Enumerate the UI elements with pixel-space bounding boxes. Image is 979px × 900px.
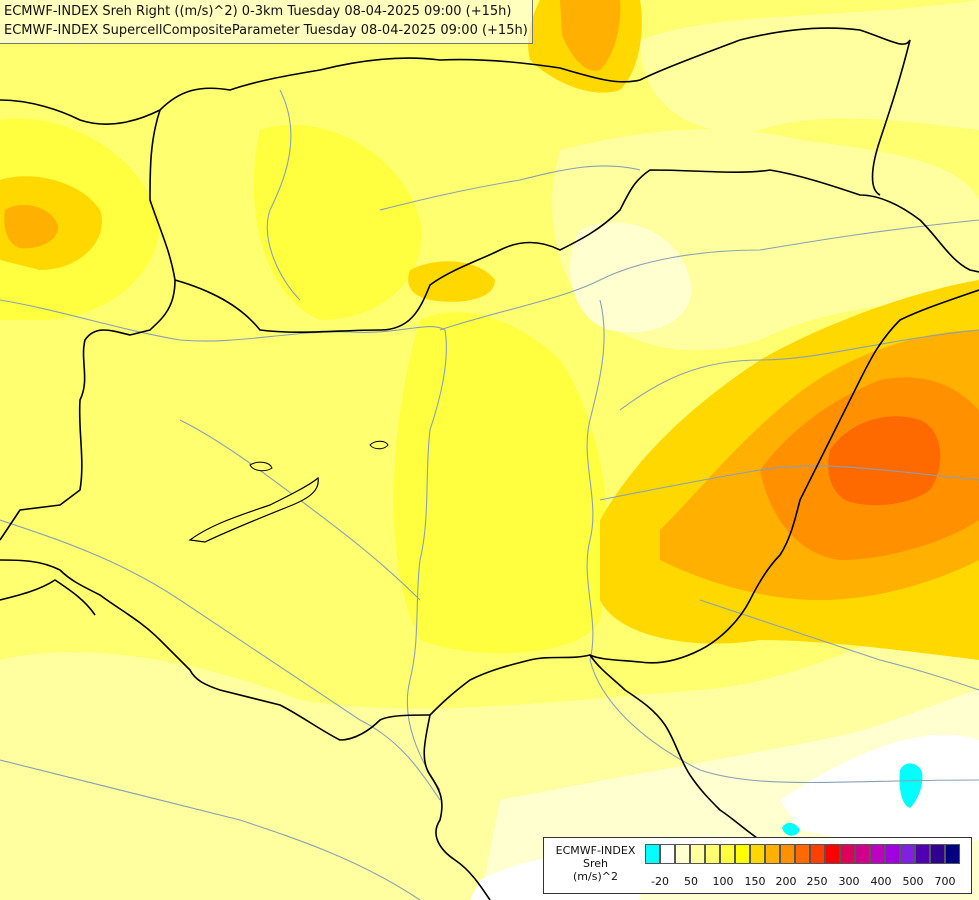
legend-swatch [750,844,765,864]
map-title-line-1: ECMWF-INDEX Sreh Right ((m/s)^2) 0-3km T… [4,4,512,19]
legend-swatch [705,844,720,864]
orange-core-north [560,0,621,71]
legend-swatch [930,844,945,864]
map-title-line-2: ECMWF-INDEX SupercellCompositeParameter … [4,23,528,38]
legend-unit: (m/s)^2 [573,870,618,883]
lake-balaton [188,476,319,543]
legend-model: ECMWF-INDEX [555,844,636,857]
legend-tick-label: 200 [775,875,797,888]
pale-area-north [640,0,979,132]
legend-swatch [900,844,915,864]
legend-swatch [945,844,960,864]
legend-title: ECMWF-INDEX Sreh (m/s)^2 [548,844,643,883]
legend-swatch [660,844,675,864]
color-legend: ECMWF-INDEX Sreh (m/s)^2 -20 50 100 150 200 2… [543,837,972,894]
legend-tick-label: 250 [806,875,828,888]
legend-swatch [915,844,930,864]
legend-swatch [870,844,885,864]
legend-swatch [795,844,810,864]
legend-swatches [645,844,960,864]
lake-small-2 [249,461,273,472]
legend-swatch [840,844,855,864]
legend-param: Sreh [582,857,608,870]
legend-tick-label: 700 [934,875,956,888]
legend-tick-label: 400 [870,875,892,888]
legend-swatch [645,844,660,864]
legend-tick-label: 150 [744,875,766,888]
legend-swatch [675,844,690,864]
country-borders [0,27,979,900]
legend-swatch [765,844,780,864]
legend-tick-label: 500 [902,875,924,888]
lake-small-1 [369,440,389,450]
cyan-spot-1 [899,763,923,808]
white-area-south [780,734,979,850]
rivers [0,89,979,900]
legend-ticks: -20 50 100 150 200 250 300 400 500 700 [645,875,975,889]
legend-tick-label: 300 [838,875,860,888]
legend-swatch [825,844,840,864]
yellow-zone-center [393,312,608,654]
legend-tick-label: 50 [684,875,698,888]
legend-swatch [855,844,870,864]
yellow-zone-north [253,124,422,321]
paler-area-hungary [570,222,692,333]
legend-swatch [690,844,705,864]
orange-core-west [4,205,59,249]
cyan-spot-2 [782,822,800,836]
legend-swatch [885,844,900,864]
gold-zone-center-north [408,261,495,302]
legend-swatch [720,844,735,864]
legend-tick-label: -20 [651,875,669,888]
map-title-box: ECMWF-INDEX Sreh Right ((m/s)^2) 0-3km T… [0,0,533,44]
legend-swatch [780,844,795,864]
red-orange-core [828,416,941,506]
legend-swatch [810,844,825,864]
legend-swatch [735,844,750,864]
legend-tick-label: 100 [712,875,734,888]
